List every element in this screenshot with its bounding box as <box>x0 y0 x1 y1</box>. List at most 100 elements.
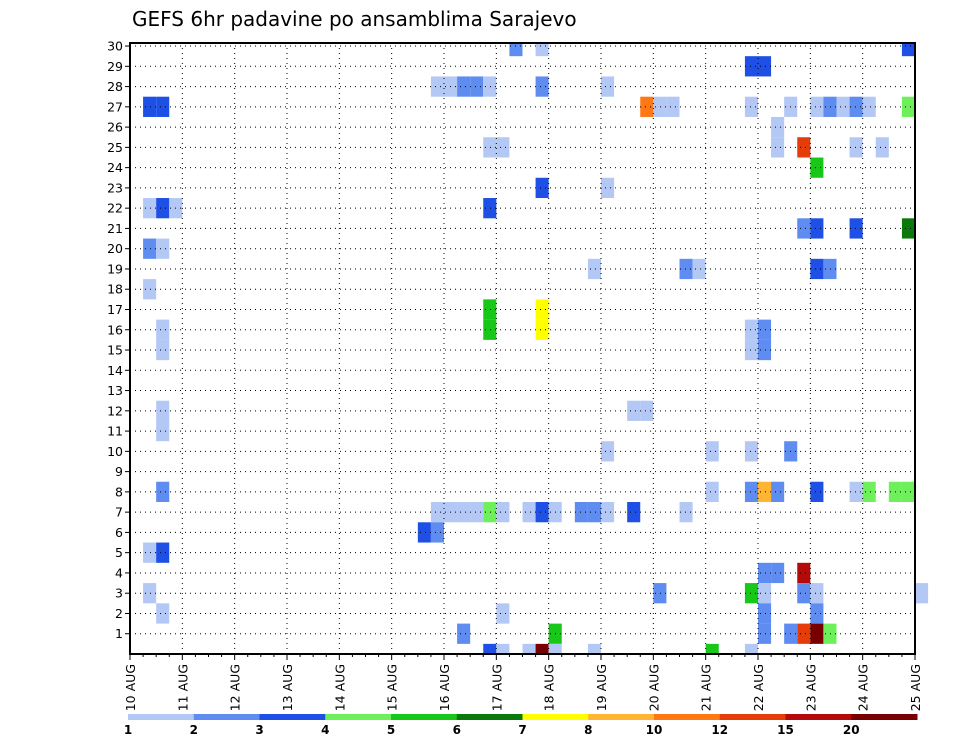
cell-m7-s23 <box>430 502 444 523</box>
x-tick-label-4: 14 AUG <box>332 664 347 711</box>
cell-m1-s53 <box>823 623 837 644</box>
y-tick-label-25: 25 <box>107 140 123 155</box>
y-tick-label-15: 15 <box>107 343 123 358</box>
cell-m17-s31 <box>535 299 549 320</box>
cell-m29-s48 <box>758 56 772 77</box>
cell-m10-s47 <box>744 441 758 462</box>
colorbar-swatch-7 <box>588 714 655 720</box>
y-tick-label-12: 12 <box>107 403 123 418</box>
cell-m8-s59 <box>901 481 915 503</box>
cell-m7-s34 <box>574 502 588 523</box>
y-tick-label-26: 26 <box>107 120 123 135</box>
cell-m28-s36 <box>601 76 615 97</box>
cell-m2-s48 <box>758 603 772 624</box>
cell-m19-s43 <box>692 258 706 280</box>
y-tick-label-24: 24 <box>107 160 123 175</box>
cell-m27-s54 <box>836 96 850 117</box>
cell-m12-s38 <box>627 400 641 421</box>
y-tick-label-20: 20 <box>107 241 123 256</box>
cell-m6-s23 <box>430 522 444 543</box>
colorbar-swatch-0 <box>128 714 195 720</box>
cell-m0-s35 <box>587 643 601 654</box>
cell-m7-s25 <box>457 502 471 523</box>
x-tick-label-14: 24 AUG <box>856 664 871 711</box>
grid <box>130 43 915 654</box>
cell-m2-s52 <box>810 603 824 624</box>
y-tick-label-21: 21 <box>107 221 123 236</box>
cell-m28-s31 <box>535 76 549 97</box>
cell-m23-s36 <box>601 177 615 199</box>
cell-m27-s1 <box>143 96 157 117</box>
cell-m20-s1 <box>143 238 157 259</box>
colorbar-swatch-11 <box>851 714 918 720</box>
cell-m2-s28 <box>496 603 510 624</box>
colorbar-swatch-8 <box>654 714 721 720</box>
x-tick-label-0: 10 AUG <box>123 664 138 711</box>
cell-m21-s52 <box>810 218 824 239</box>
cell-m23-s31 <box>535 177 549 199</box>
y-tick-label-16: 16 <box>107 322 123 337</box>
x-tick-label-2: 12 AUG <box>228 664 243 711</box>
colorbar-label-20: 20 <box>843 723 860 737</box>
cell-m0-s27 <box>483 643 497 654</box>
y-tick-label-3: 3 <box>115 586 123 601</box>
x-tick-label-15: 25 AUG <box>908 664 923 711</box>
y-tick-label-14: 14 <box>107 363 123 378</box>
cell-m8-s2 <box>156 481 170 503</box>
x-tick-label-8: 18 AUG <box>542 664 557 711</box>
cell-m7-s26 <box>470 502 484 523</box>
y-tick-label-30: 30 <box>107 39 123 54</box>
cell-m28-s23 <box>430 76 444 97</box>
y-tick-label-22: 22 <box>107 201 123 216</box>
cell-m8-s47 <box>744 481 758 503</box>
x-tick-label-6: 16 AUG <box>437 664 452 711</box>
cell-m3-s51 <box>797 583 811 604</box>
colorbar-swatch-10 <box>785 714 852 720</box>
cell-m10-s36 <box>601 441 615 462</box>
cell-m30-s59 <box>901 43 915 57</box>
cell-m19-s42 <box>679 258 693 280</box>
colorbar: 1 2 3 4 5 6 7 8 10 12 15 20 <box>124 714 918 737</box>
y-tick-label-29: 29 <box>107 59 123 74</box>
cell-m3-s47 <box>744 583 758 604</box>
cell-m8-s49 <box>771 481 785 503</box>
cell-m27-s52 <box>810 96 824 117</box>
cell-m8-s48 <box>758 481 772 503</box>
cell-m27-s47 <box>744 96 758 117</box>
cell-m25-s51 <box>797 137 811 158</box>
x-tick-label-11: 21 AUG <box>699 664 714 711</box>
cell-m1-s51 <box>797 623 811 644</box>
cell-m27-s40 <box>653 96 667 117</box>
cell-m27-s55 <box>849 96 863 117</box>
cell-m4-s51 <box>797 562 811 584</box>
cell-m8-s56 <box>862 481 876 503</box>
colorbar-swatch-5 <box>456 714 523 720</box>
cell-m7-s28 <box>496 502 510 523</box>
cell-m3-s52 <box>810 583 824 604</box>
cell-m25-s28 <box>496 137 510 158</box>
colorbar-label-5: 5 <box>387 723 395 737</box>
cell-m0-s47 <box>744 643 758 654</box>
y-tick-label-23: 23 <box>107 180 123 195</box>
y-tick-label-13: 13 <box>107 383 123 398</box>
y-tick-label-18: 18 <box>107 282 123 297</box>
cell-m16-s2 <box>156 319 170 340</box>
y-tick-label-6: 6 <box>115 525 123 540</box>
cell-m1-s25 <box>457 623 471 644</box>
cell-m7-s36 <box>601 502 615 523</box>
cell-m15-s48 <box>758 339 772 361</box>
cell-m19-s35 <box>587 258 601 280</box>
colorbar-label-15: 15 <box>777 723 794 737</box>
cell-m12-s2 <box>156 400 170 421</box>
cell-m11-s2 <box>156 420 170 442</box>
cell-m1-s48 <box>758 623 772 644</box>
x-tick-label-9: 19 AUG <box>594 664 609 711</box>
y-tick-label-9: 9 <box>115 464 123 479</box>
cell-m24-s52 <box>810 157 824 178</box>
colorbar-swatch-2 <box>259 714 326 720</box>
cell-m15-s47 <box>744 339 758 361</box>
cell-m7-s42 <box>679 502 693 523</box>
colorbar-label-12: 12 <box>711 723 728 737</box>
cell-m0-s44 <box>705 643 719 654</box>
cell-m1-s52 <box>810 623 824 644</box>
